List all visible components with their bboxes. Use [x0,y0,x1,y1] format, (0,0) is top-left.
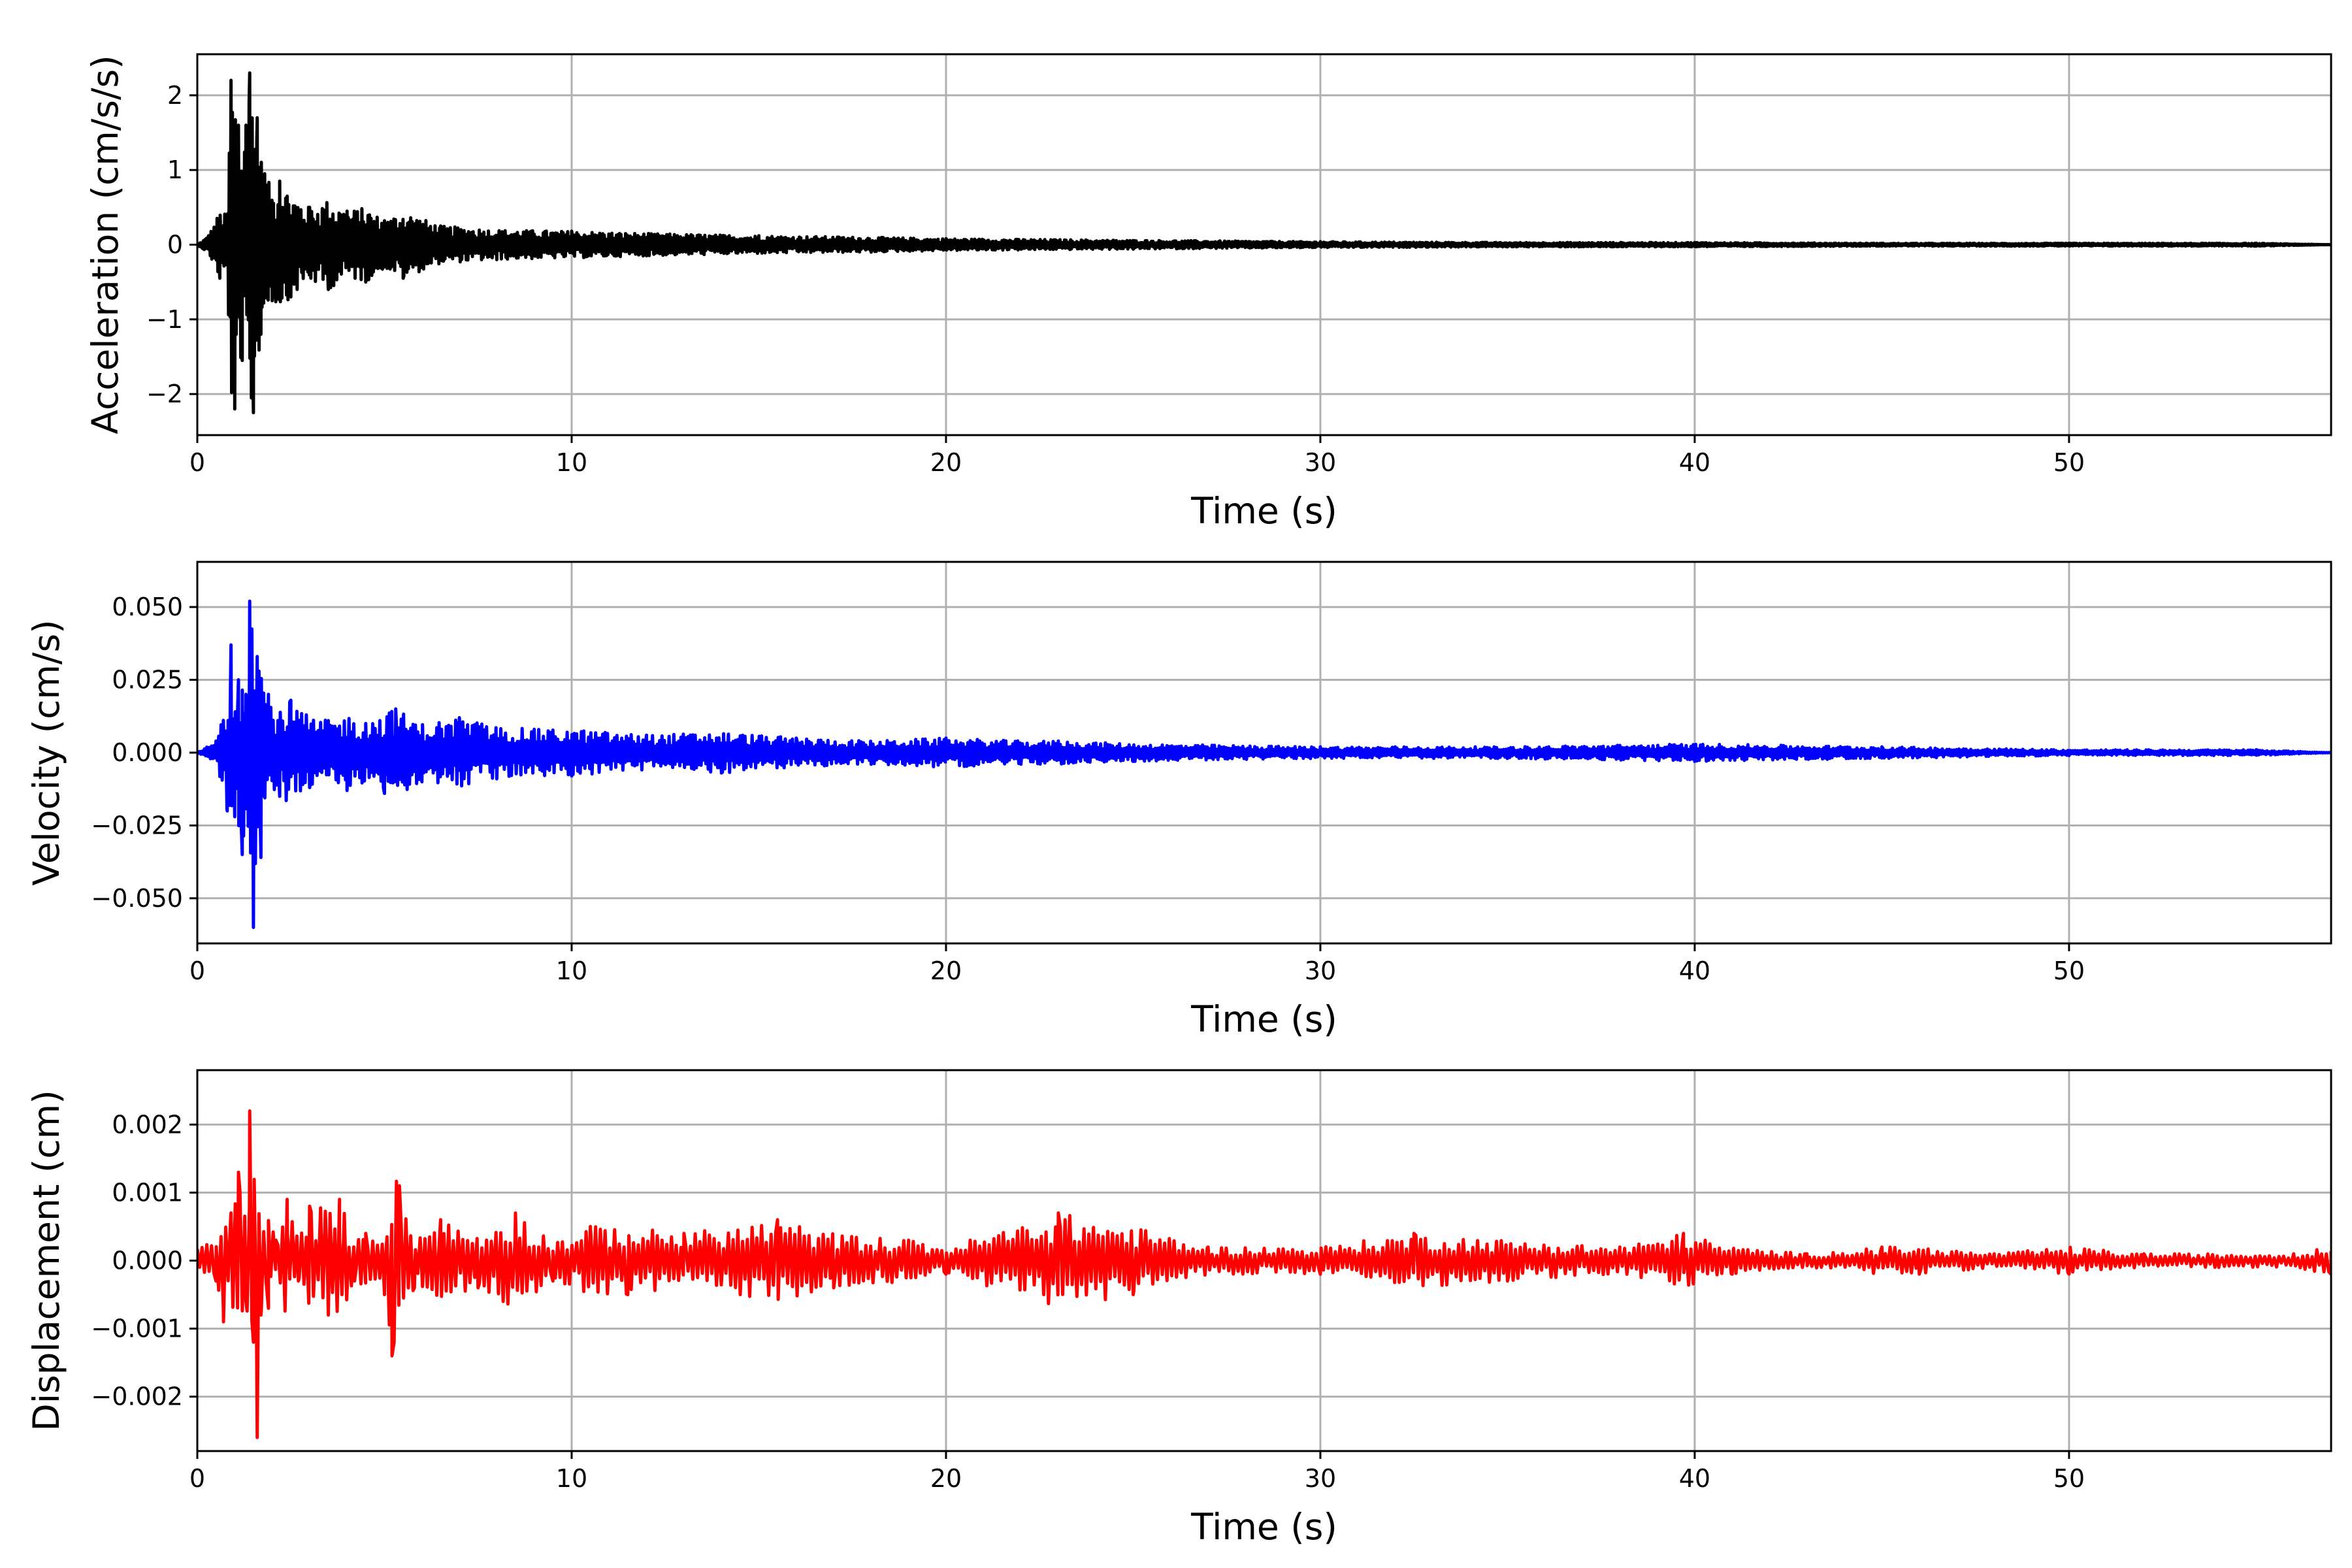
displacement-y-tick-label: −0.002 [91,1382,183,1411]
velocity-x-tick-label: 40 [1679,956,1710,985]
velocity-x-tick-label: 20 [930,956,962,985]
displacement-panel: 0 10 20 30 40 50 −0.002 −0.001 0.000 0.001 0.002 T… [25,1069,2332,1548]
acceleration-x-tick-label: 10 [556,448,587,477]
acceleration-y-tick-label: 1 [167,155,183,184]
acceleration-y-axis-label: Acceleration (cm/s/s) [84,55,126,434]
acceleration-y-tick-label: 2 [167,81,183,110]
velocity-x-tick-label: 10 [556,956,587,985]
acceleration-x-axis-label: Time (s) [1190,490,1337,532]
acceleration-x-tick-label: 30 [1305,448,1336,477]
velocity-y-axis-label: Velocity (cm/s) [25,619,67,885]
velocity-x-axis-label: Time (s) [1190,998,1337,1040]
acceleration-x-tick-label: 20 [930,448,962,477]
displacement-y-tick-label: 0.002 [112,1110,183,1139]
velocity-y-tick-label: 0.000 [112,738,183,767]
velocity-y-tick-label: 0.025 [112,666,183,694]
velocity-y-tick-label: −0.025 [91,811,183,840]
acceleration-y-tick-label: −1 [146,305,183,334]
velocity-x-tick-label: 50 [2053,956,2085,985]
acceleration-series-line [197,71,2331,415]
displacement-x-tick-label: 30 [1305,1464,1336,1493]
acceleration-x-tick-label: 40 [1679,448,1710,477]
displacement-x-axis-label: Time (s) [1190,1506,1337,1548]
acceleration-panel: 0 10 20 30 40 50 −2 −1 0 1 2 Time (s) Acceleration… [84,53,2332,532]
acceleration-x-tick-label: 50 [2053,448,2085,477]
displacement-x-tick-label: 20 [930,1464,962,1493]
acceleration-x-tick-label: 0 [189,448,205,477]
displacement-y-tick-label: 0.000 [112,1247,183,1275]
displacement-y-tick-label: 0.001 [112,1178,183,1207]
velocity-x-tick-label: 30 [1305,956,1336,985]
velocity-x-tick-label: 0 [189,956,205,985]
displacement-x-tick-label: 0 [189,1464,205,1493]
displacement-x-tick-label: 50 [2053,1464,2085,1493]
displacement-series-line [197,1109,2331,1439]
acceleration-y-tick-label: 0 [167,231,183,259]
acceleration-y-tick-label: −2 [146,380,183,408]
displacement-y-tick-label: −0.001 [91,1315,183,1343]
displacement-x-tick-label: 40 [1679,1464,1710,1493]
displacement-x-tick-label: 10 [556,1464,587,1493]
velocity-y-tick-label: −0.050 [91,884,183,913]
displacement-y-axis-label: Displacement (cm) [25,1090,67,1431]
velocity-series-line [197,599,2331,929]
velocity-panel: 0 10 20 30 40 50 −0.050 −0.025 0.000 0.025 0.050 T… [25,561,2332,1040]
velocity-y-tick-label: 0.050 [112,593,183,621]
